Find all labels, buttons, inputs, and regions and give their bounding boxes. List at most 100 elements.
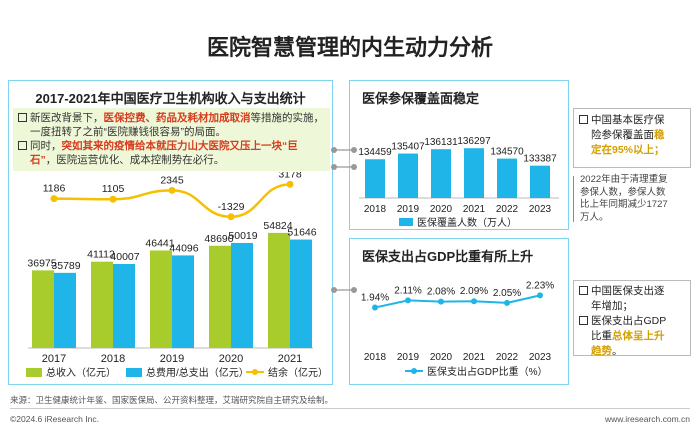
surplus-point [50, 195, 58, 203]
surplus-point [227, 213, 235, 221]
x-tick-label: 2019 [160, 353, 184, 365]
legend-income-label: 总收入（亿元） [46, 366, 116, 379]
x-tick-label: 2021 [463, 352, 486, 363]
income-bar [150, 250, 172, 348]
expense-bar [54, 272, 76, 348]
x-tick-label: 2020 [430, 204, 453, 215]
income-value-label: 36975 [27, 257, 56, 269]
expense-value-label: 35789 [51, 260, 80, 272]
x-tick-label: 2023 [529, 352, 552, 363]
gdp-ratio-point [438, 298, 444, 305]
income-value-label: 41112 [87, 249, 115, 261]
gdp-ratio-value-label: 2.08% [427, 287, 455, 298]
expense-value-label: 51646 [287, 227, 316, 239]
policy-note-box [13, 108, 330, 171]
bullet-square-icon [579, 285, 588, 295]
coverage-bar [365, 159, 385, 198]
connector-dot [331, 287, 337, 293]
gdp-ratio-chart: 1.94% 2.11% 2.08% 2.09% 2.05% 2.23% 2018 2019 20… [361, 280, 554, 378]
income-value-label: 54824 [263, 220, 292, 232]
surplus-value-label: 1186 [43, 183, 66, 195]
gdp-ratio-value-label: 1.94% [361, 293, 389, 304]
surplus-value-label: -1329 [218, 201, 245, 213]
coverage-value-label: 136297 [457, 136, 491, 147]
legend-coverage-label: 医保覆盖人数（万人） [417, 216, 517, 229]
connector-dot [351, 147, 357, 153]
coverage-heading: 医保参保覆盖面稳定 [362, 91, 480, 106]
legend-expense-swatch [126, 368, 142, 377]
coverage-value-label: 135407 [391, 142, 425, 153]
connector-dot [351, 164, 357, 170]
legend-gdp-label: 医保支出占GDP比重（%） [427, 365, 548, 378]
expense-bar [113, 263, 135, 348]
coverage-bar [497, 158, 517, 198]
bullet-square-icon [18, 112, 27, 122]
gdp-ratio-value-label: 2.11% [394, 285, 422, 296]
x-tick-label: 2020 [219, 353, 243, 365]
coverage-bar [464, 148, 484, 198]
bullet-square-icon [579, 114, 588, 124]
panel-connectors [331, 147, 357, 293]
gdp-side-text: 中国医保支出逐 年增加； 医保支出占GDP 比重总体呈上升 趋势。 [579, 284, 689, 359]
expense-value-label: 44096 [169, 242, 198, 254]
legend-income-swatch [26, 368, 42, 377]
legend-surplus-label: 结余（亿元） [268, 366, 328, 379]
gdp-ratio-value-label: 2.05% [493, 288, 521, 299]
gdp-ratio-point [372, 304, 378, 311]
gdp-ratio-point [471, 298, 477, 305]
surplus-value-label: 1105 [102, 183, 125, 195]
x-tick-label: 2018 [364, 352, 387, 363]
connector-dot [351, 287, 357, 293]
x-tick-label: 2021 [278, 353, 302, 365]
x-tick-label: 2018 [101, 353, 125, 365]
gdp-ratio-value-label: 2.23% [526, 280, 554, 291]
copyright: ©2024.6 iResearch Inc. [10, 414, 99, 424]
income-bar [32, 270, 54, 348]
income-bar [91, 261, 113, 348]
expense-bar [172, 255, 194, 348]
coverage-value-label: 134570 [490, 147, 524, 158]
expense-value-label: 50019 [228, 230, 257, 242]
coverage-side-text: 中国基本医疗保 险参保覆盖面稳 定在95%以上； [579, 113, 689, 158]
x-tick-label: 2019 [397, 204, 420, 215]
income-bar [268, 232, 290, 348]
page-title: 医院智慧管理的内生动力分析 [206, 35, 493, 60]
surplus-point [168, 186, 176, 194]
income-expense-heading: 2017-2021年中国医疗卫生机构收入与支出统计 [35, 91, 306, 106]
policy-note-2: 同时，突如其来的疫情给本就压力山大医院又压上一块“巨 石”，医院运营优化、成本控… [18, 139, 328, 167]
x-tick-label: 2022 [496, 352, 519, 363]
coverage-bar [398, 153, 418, 198]
income-value-label: 48690 [204, 233, 233, 245]
x-tick-label: 2019 [397, 352, 420, 363]
surplus-value-label: 3178 [278, 172, 302, 180]
gdp-ratio-point [405, 297, 411, 304]
surplus-value-label: 2345 [160, 174, 184, 186]
surplus-line [53, 183, 291, 219]
gdp-ratio-panel [349, 238, 569, 385]
website: www.iresearch.com.cn [604, 414, 690, 424]
x-tick-label: 2017 [42, 353, 66, 365]
x-tick-label: 2020 [430, 352, 453, 363]
footer-divider [10, 408, 690, 409]
legend-gdp-marker [411, 368, 417, 374]
bullet-square-icon [18, 140, 27, 150]
coverage-bar [431, 149, 451, 198]
policy-note-1: 新医改背景下，医保控费、药品及耗材加成取消等措施的实施， 一度扭转了之前“医院赚… [18, 111, 328, 139]
expense-value-label: 40007 [110, 251, 139, 263]
expense-bar [231, 242, 253, 348]
income-value-label: 46441 [145, 237, 174, 249]
legend-coverage-swatch [399, 218, 413, 226]
surplus-point [286, 180, 294, 188]
legend-expense-label: 总费用/总支出（亿元） [146, 366, 249, 379]
legend-surplus-marker [252, 369, 258, 375]
x-tick-label: 2018 [364, 204, 387, 215]
coverage-footnote: 2022年由于清理重复 参保人数，参保人数 比上年同期减少1727 万人。 [580, 174, 668, 223]
gdp-side-box [573, 280, 691, 356]
gdp-ratio-line [374, 294, 541, 309]
coverage-value-label: 134459 [358, 147, 392, 158]
x-tick-label: 2021 [463, 204, 486, 215]
gdp-ratio-point [537, 292, 543, 299]
coverage-note-bracket [573, 176, 577, 222]
coverage-bar [530, 165, 550, 198]
